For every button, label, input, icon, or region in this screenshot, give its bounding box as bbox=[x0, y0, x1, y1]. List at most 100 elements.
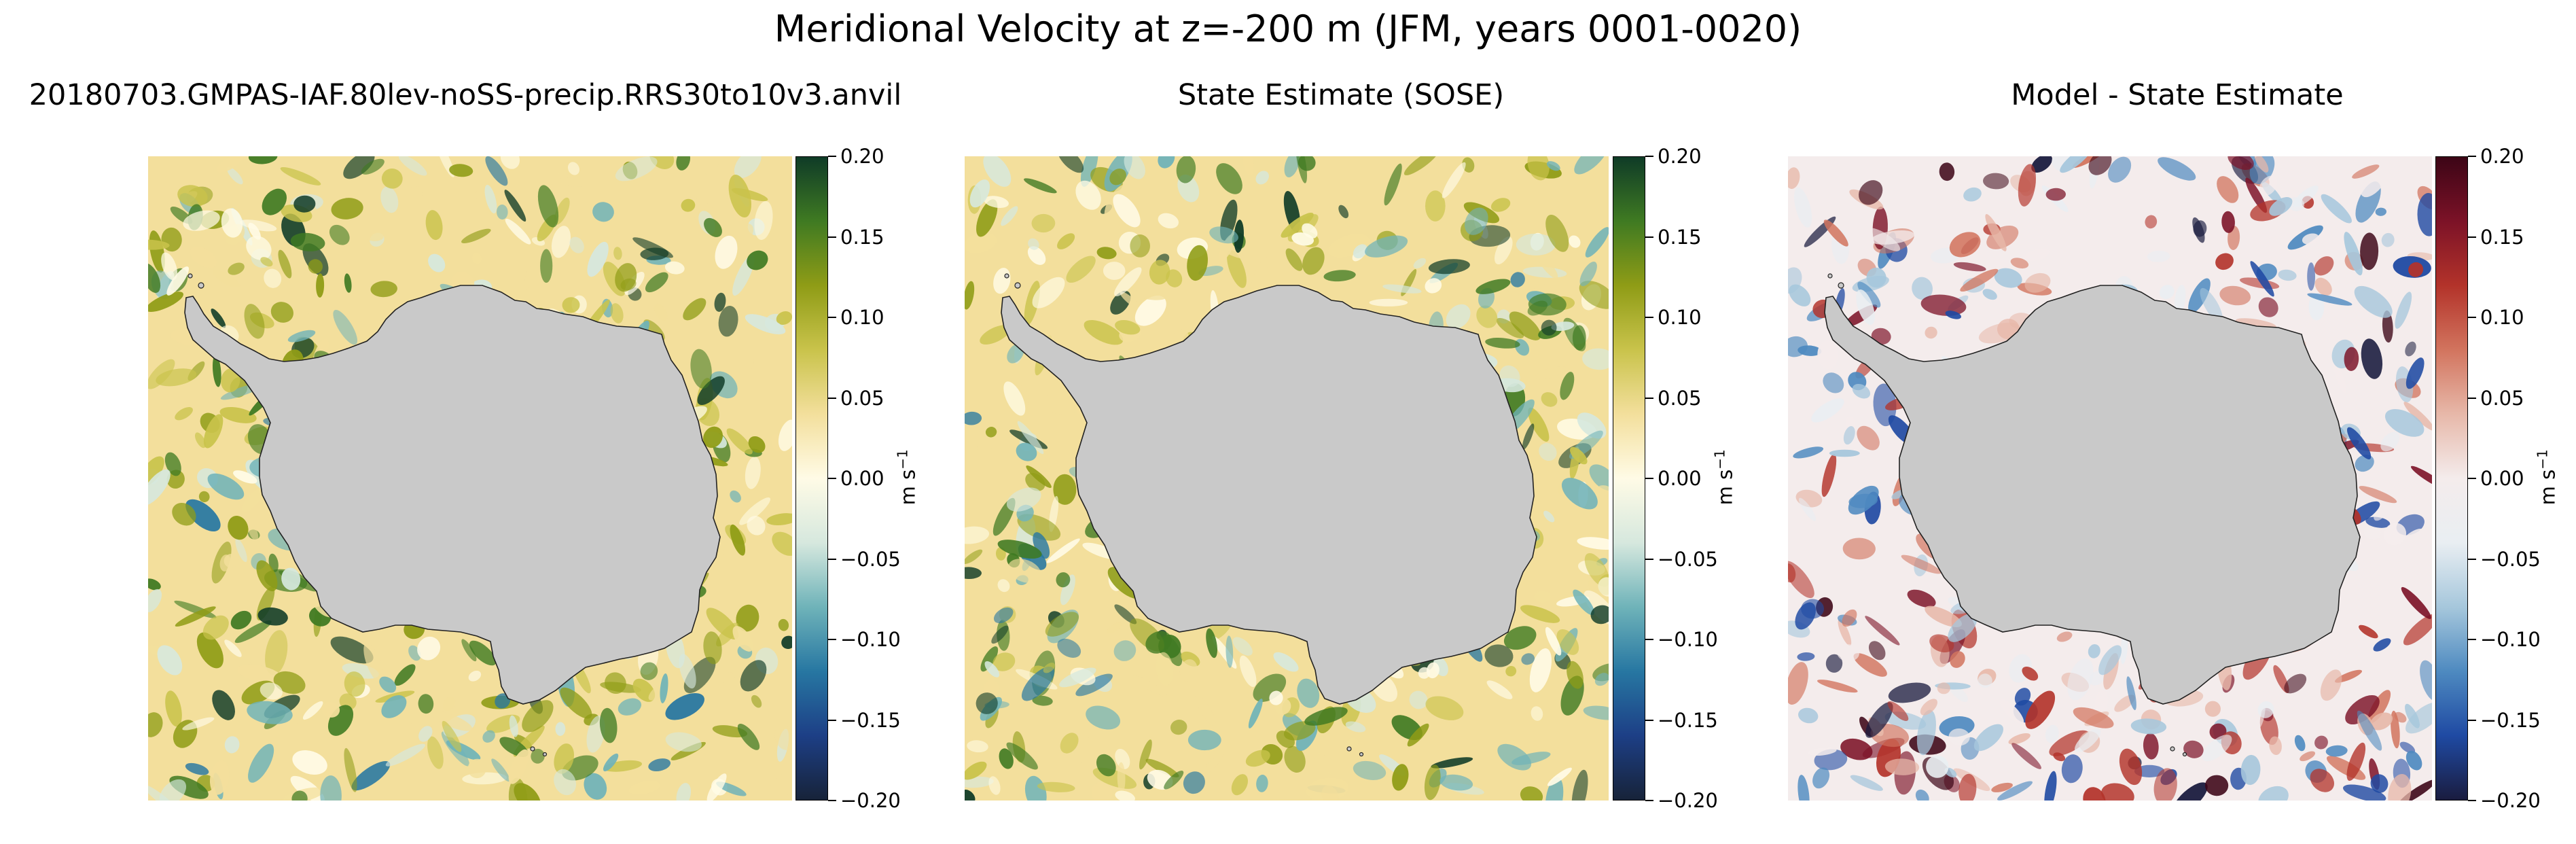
velocity-blob bbox=[2045, 724, 2059, 743]
velocity-blob bbox=[1256, 775, 1268, 792]
velocity-blob bbox=[599, 707, 618, 743]
velocity-blob bbox=[1302, 247, 1325, 275]
velocity-blob bbox=[1132, 675, 1168, 697]
velocity-blob bbox=[739, 497, 771, 525]
velocity-blob bbox=[1788, 336, 1808, 357]
colorbar-tick-label: −0.15 bbox=[2480, 708, 2541, 732]
velocity-blob bbox=[1594, 673, 1609, 686]
velocity-blob bbox=[1145, 631, 1172, 654]
velocity-blob bbox=[734, 156, 762, 179]
velocity-blob bbox=[195, 432, 206, 449]
velocity-blob bbox=[2397, 529, 2425, 554]
velocity-blob bbox=[329, 224, 350, 245]
velocity-blob bbox=[1026, 465, 1052, 489]
colorbar bbox=[2435, 156, 2468, 801]
velocity-blob bbox=[2018, 164, 2037, 207]
velocity-blob bbox=[1788, 563, 1796, 583]
island bbox=[530, 746, 535, 752]
velocity-blob bbox=[965, 790, 976, 801]
velocity-blob bbox=[1973, 724, 2003, 752]
velocity-blob bbox=[1486, 680, 1513, 699]
velocity-blob bbox=[1206, 628, 1217, 658]
velocity-blob bbox=[1541, 392, 1558, 407]
velocity-blob bbox=[1053, 474, 1077, 505]
velocity-blob bbox=[2119, 748, 2143, 786]
velocity-blob bbox=[1007, 559, 1041, 583]
velocity-blob bbox=[2395, 292, 2412, 329]
velocity-blob bbox=[344, 671, 365, 697]
velocity-blob bbox=[965, 549, 983, 564]
velocity-blob bbox=[260, 682, 283, 700]
velocity-blob bbox=[2408, 262, 2424, 277]
velocity-blob bbox=[2045, 188, 2066, 201]
velocity-blob bbox=[2228, 156, 2254, 170]
velocity-blob bbox=[2200, 287, 2223, 323]
velocity-blob bbox=[1852, 383, 1871, 399]
velocity-blob bbox=[1490, 198, 1511, 212]
velocity-blob bbox=[592, 202, 614, 222]
velocity-blob bbox=[509, 715, 518, 737]
velocity-blob bbox=[1255, 171, 1269, 185]
velocity-blob bbox=[248, 156, 278, 164]
velocity-blob bbox=[991, 625, 1009, 644]
velocity-blob bbox=[645, 272, 668, 293]
velocity-blob bbox=[148, 263, 161, 293]
velocity-blob bbox=[442, 720, 462, 752]
velocity-blob bbox=[1085, 559, 1098, 582]
velocity-blob bbox=[613, 247, 622, 260]
velocity-blob bbox=[228, 262, 245, 275]
velocity-blob bbox=[1788, 662, 1808, 705]
velocity-blob bbox=[485, 156, 508, 186]
velocity-blob bbox=[1579, 261, 1597, 287]
velocity-blob bbox=[557, 177, 592, 187]
velocity-blob bbox=[628, 780, 660, 795]
velocity-blob bbox=[330, 636, 374, 664]
velocity-blob bbox=[2088, 156, 2112, 175]
velocity-blob bbox=[2367, 690, 2391, 724]
velocity-blob bbox=[233, 470, 257, 484]
velocity-blob bbox=[983, 156, 1012, 187]
velocity-blob bbox=[2405, 341, 2416, 357]
colorbar-label: m s−1 bbox=[894, 449, 920, 506]
velocity-blob bbox=[1873, 383, 1897, 427]
velocity-blob bbox=[221, 208, 243, 238]
colorbar-tick-label: 0.20 bbox=[840, 145, 884, 168]
colorbar-tick-label: 0.20 bbox=[2480, 145, 2524, 168]
velocity-blob bbox=[202, 615, 229, 640]
velocity-blob bbox=[270, 302, 294, 323]
velocity-blob bbox=[1060, 733, 1079, 754]
velocity-blob bbox=[148, 578, 161, 591]
velocity-blob bbox=[1174, 329, 1189, 342]
velocity-blob bbox=[316, 273, 325, 298]
velocity-blob bbox=[1520, 786, 1543, 801]
velocity-blob bbox=[992, 652, 1016, 671]
velocity-blob bbox=[500, 156, 520, 169]
velocity-blob bbox=[1115, 748, 1130, 769]
velocity-blob bbox=[551, 226, 571, 258]
velocity-blob bbox=[398, 156, 427, 176]
velocity-blob bbox=[1024, 281, 1040, 326]
velocity-blob bbox=[2031, 156, 2052, 173]
velocity-blob bbox=[603, 753, 619, 772]
velocity-blob bbox=[2384, 409, 2425, 437]
velocity-blob bbox=[256, 560, 278, 592]
velocity-blob bbox=[1313, 752, 1351, 783]
velocity-blob bbox=[1484, 644, 1514, 667]
velocity-blob bbox=[537, 185, 559, 228]
velocity-blob bbox=[308, 259, 323, 274]
velocity-blob bbox=[1797, 775, 1810, 801]
velocity-blob bbox=[584, 773, 607, 800]
velocity-blob bbox=[1547, 767, 1572, 786]
velocity-blob bbox=[640, 662, 658, 680]
velocity-blob bbox=[1031, 213, 1056, 233]
velocity-blob bbox=[442, 696, 456, 711]
velocity-blob bbox=[351, 761, 391, 791]
island bbox=[1827, 273, 1833, 279]
velocity-blob bbox=[166, 266, 190, 296]
velocity-blob bbox=[241, 650, 255, 663]
velocity-blob bbox=[1248, 699, 1263, 728]
island bbox=[1004, 273, 1009, 279]
velocity-blob bbox=[1545, 214, 1569, 252]
velocity-blob bbox=[1187, 245, 1208, 281]
velocity-blob bbox=[278, 249, 292, 279]
